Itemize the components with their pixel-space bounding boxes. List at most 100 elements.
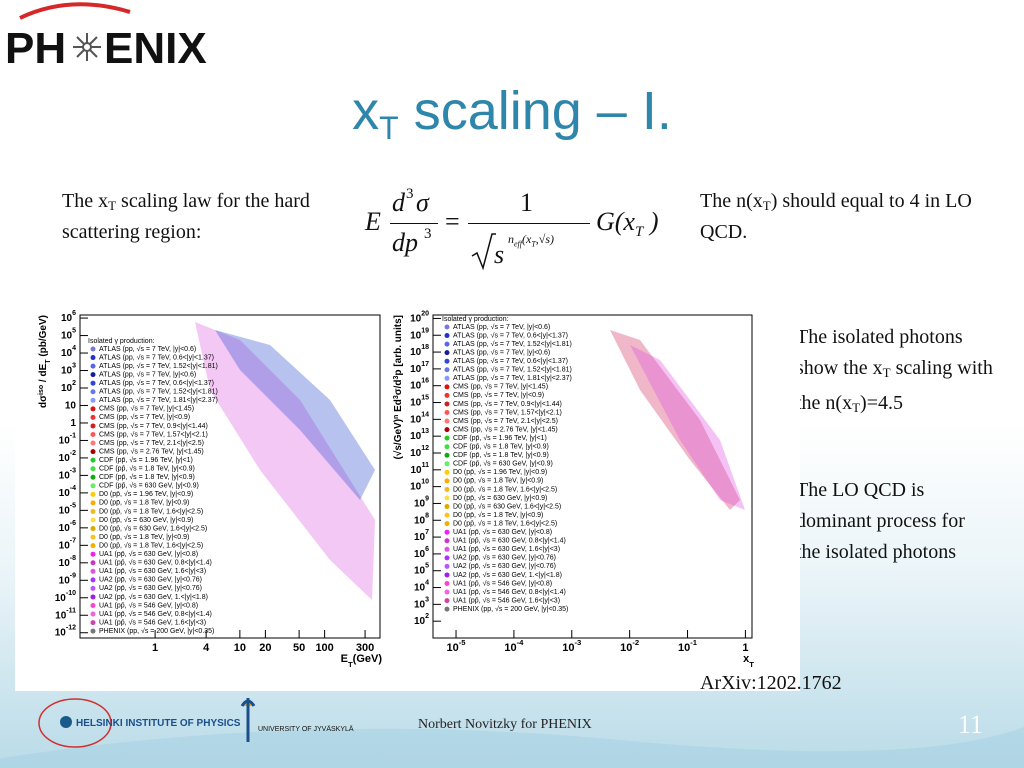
legend-label: D0 (pp̄, √s = 1.8 TeV, 1.6<|y|<2.5): [99, 507, 203, 515]
formula-den-exp: 3: [424, 226, 432, 242]
legend-label: CMS (pp, √s = 7 TeV, 2.1<|y|<2.5): [99, 439, 204, 447]
legend-label: UA2 (pp̄, √s = 630 GeV, |y|<0.76): [453, 562, 556, 570]
legend-marker: [90, 551, 96, 557]
tick-label-exp: 3: [425, 596, 429, 603]
legend-label: D0 (pp̄, √s = 630 GeV, |y|<0.9): [99, 516, 193, 524]
legend-title: Isolated γ production:: [88, 338, 155, 345]
legend-label: D0 (pp̄, √s = 1.8 TeV, |y|<0.9): [453, 511, 543, 519]
legend-marker: [90, 372, 96, 378]
note: The isolated photons show the xT scaling…: [796, 322, 996, 423]
logo: PH ENIX: [5, 2, 207, 73]
root-sign: [471, 233, 496, 271]
legend-marker: [90, 389, 96, 395]
tick-label-exp: 17: [421, 361, 429, 368]
legend-marker: [90, 568, 96, 574]
text: ) should equal to 4 in LO QCD.: [700, 190, 972, 243]
legend-marker: [90, 406, 96, 412]
logo-sun: [73, 33, 101, 61]
legend-marker: [90, 620, 96, 626]
logo-left: PH: [5, 24, 66, 73]
legend-marker: [90, 457, 96, 463]
tick-label-base: 10: [59, 540, 71, 551]
tick-label-exp: 2: [72, 380, 76, 387]
tick-label-exp: -2: [632, 638, 639, 647]
g-close: ): [643, 207, 659, 236]
tick-label-exp: 11: [422, 462, 430, 469]
text-sub: T: [762, 198, 771, 213]
tick-label: 1: [70, 418, 76, 429]
legend-label: PHENIX (pp, √s = 200 GeV, |y|<0.35): [453, 605, 568, 613]
tick-label-base: 1: [70, 418, 76, 429]
tick-label-exp: -9: [70, 572, 76, 579]
tick-label: 1010: [410, 478, 429, 492]
tick-label-base: 10: [59, 557, 71, 568]
legend-label: UA2 (pp̄, √s = 630 GeV, |y|<0.76): [99, 576, 202, 584]
text: The n(x: [700, 190, 763, 212]
tick-label-exp: 4: [72, 345, 76, 352]
legend-marker: [90, 414, 96, 420]
tick-label: 102: [61, 380, 76, 394]
legend-title: Isolated γ production:: [442, 316, 509, 323]
tick-label: 1: [742, 642, 748, 654]
tick-label-base: 10: [620, 642, 632, 654]
tick-label-base: 10: [410, 464, 422, 475]
legend-marker: [444, 581, 450, 586]
axis-title-part: T: [348, 660, 353, 669]
tick-label-base: 10: [410, 380, 422, 391]
legend-label: UA1 (pp̄, √s = 630 GeV, 1.6<|y|<3): [453, 545, 560, 553]
tick-label-base: 10: [414, 515, 426, 526]
legend-marker: [90, 543, 96, 549]
illustration-band: [610, 330, 740, 510]
legend-label: D0 (pp̄, √s = 1.8 TeV, |y|<0.9): [453, 477, 543, 485]
tick-label-base: 10: [414, 599, 426, 610]
axis-title-part: Ed: [393, 399, 404, 415]
title-rest: scaling – I.: [398, 81, 672, 141]
legend-marker: [444, 418, 450, 424]
legend-marker: [444, 598, 450, 604]
legend-marker: [444, 375, 450, 381]
tick-label-base: 10: [410, 481, 422, 492]
axis-title-part: n: [393, 415, 400, 419]
exp-t: T: [531, 239, 536, 249]
legend-label: ATLAS (pp, √s = 7 TeV, 1.52<|y|<1.81): [99, 362, 218, 370]
tick-label-exp: -8: [70, 555, 76, 562]
tick-label-exp: -7: [70, 537, 76, 544]
legend-label: UA2 (pp̄, √s = 630 GeV, |y|<0.76): [453, 554, 556, 562]
formula-den: dp: [392, 228, 418, 257]
legend-marker: [444, 435, 450, 441]
tick-label: 10-4: [504, 638, 524, 654]
tick-label: 1019: [410, 327, 429, 341]
text: scaling with the n(x: [796, 357, 993, 414]
legend-label: ATLAS (pp, √s = 7 TeV, 0.6<|y|<1.37): [453, 331, 568, 339]
legend-marker: [444, 529, 450, 535]
legend-marker: [90, 449, 96, 455]
legend-marker: [444, 538, 450, 544]
tick-label-base: 10: [55, 627, 67, 638]
tick-label: 10-1: [678, 638, 698, 654]
legend-marker: [90, 363, 96, 369]
page-number: 11: [958, 710, 983, 739]
tick-label-exp: -3: [574, 638, 581, 647]
right-text: The n(xT) should equal to 4 in LO QCD.: [700, 188, 990, 245]
tick-label-base: 10: [414, 616, 426, 627]
legend-label: D0 (pp̄, √s = 1.8 TeV, |y|<0.9): [99, 499, 189, 507]
legend-label: UA1 (pp̄, √s = 630 GeV, 0.8<|y|<1.4): [99, 559, 212, 567]
tick-label: 10-2: [620, 638, 639, 654]
legend-marker: [444, 410, 450, 415]
legend-label: CMS (pp, √s = 2.76 TeV, |y|<1.45): [453, 425, 558, 433]
tick-label-exp: -11: [66, 607, 76, 614]
legend-label: UA1 (pp̄, √s = 546 GeV, 1.6<|y|<3): [99, 618, 206, 626]
tick-label-base: 10: [414, 532, 426, 543]
tick-label-base: 10: [61, 365, 73, 376]
legend-label: CDF (pp̄, √s = 630 GeV, |y|<0.9): [99, 482, 199, 490]
axis-title: (√s/GeV)n Ed3σ/d3p [arb. units]: [393, 315, 405, 459]
legend-label: D0 (pp̄, √s = 1.8 TeV, 1.6<|y|<2.5): [99, 541, 203, 549]
legend-marker: [444, 606, 450, 612]
tick-label-base: 10: [61, 383, 73, 394]
tick-label-base: 10: [65, 400, 77, 411]
tick-label: 10-3: [562, 638, 581, 654]
tick-label: 104: [61, 345, 76, 359]
fraction-bar: [468, 223, 590, 224]
tick-label-exp: -2: [70, 450, 76, 457]
